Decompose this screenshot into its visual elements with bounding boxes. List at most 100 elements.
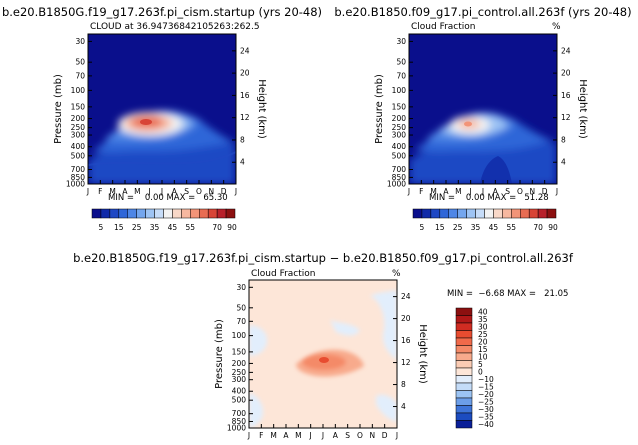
x-tick-label: J [160, 187, 163, 196]
colorbar-swatch [455, 345, 473, 354]
y-tick-label: 850 [232, 417, 247, 426]
x-tick-label: F [419, 187, 423, 196]
contour-line-low [88, 151, 236, 166]
y-tick-label: 70 [236, 317, 246, 326]
x-tick-label: F [98, 187, 102, 196]
colorbar-swatch [421, 208, 432, 219]
contour-negative [249, 325, 268, 356]
y2-tick-label: 24 [401, 292, 411, 301]
panel-cism-startup: b.e20.B1850G.f19_g17.263f.pi_cism.startu… [2, 5, 322, 232]
colorbar-swatch [163, 208, 173, 219]
y-tick-label: 150 [232, 347, 247, 356]
colorbar-swatch [181, 208, 191, 219]
colorbar-label: 90 [227, 223, 237, 232]
y-tick-label: 400 [71, 142, 86, 151]
x-tick-label: S [184, 187, 189, 196]
colorbar-swatch [493, 208, 503, 219]
contour-field [88, 34, 236, 184]
colorbar-swatch [455, 322, 473, 331]
y-tick-label: 700 [392, 165, 407, 174]
y2-tick-label: 12 [561, 113, 571, 122]
y2-tick-label: 20 [401, 314, 411, 323]
colorbar-swatch [546, 208, 557, 219]
colorbar-label: −20 [478, 390, 494, 399]
contour-dip [480, 156, 512, 184]
x-tick-label: N [530, 187, 536, 196]
colorbar-swatch [225, 208, 236, 219]
y-tick-label: 300 [71, 131, 86, 140]
colorbar-label: 5 [99, 223, 104, 232]
y-tick-label: 100 [232, 331, 247, 340]
colorbar-swatch [455, 375, 473, 384]
x-tick-label: S [345, 431, 350, 440]
x-tick-label: S [505, 187, 510, 196]
colorbar-label: 15 [114, 223, 124, 232]
y-tick-label: 30 [396, 37, 406, 46]
y2-tick-label: 24 [561, 46, 571, 55]
y2-tick-label: 16 [401, 336, 411, 345]
min-max-label: MIN = 0.00 MAX = 65.30 [108, 193, 228, 203]
unit-label: % [552, 22, 561, 32]
x-tick-label: M [109, 187, 115, 196]
colorbar-swatch [457, 208, 467, 219]
colorbar-label: 25 [132, 223, 142, 232]
colorbar-label: 70 [212, 223, 222, 232]
y-axis-label: Pressure (mb) [214, 319, 225, 389]
colorbar-swatch [455, 405, 473, 414]
colorbar-swatch [455, 420, 473, 429]
colorbar-label: 5 [478, 360, 483, 369]
colorbar-label: 10 [478, 352, 488, 361]
colorbar-label: 15 [478, 345, 488, 354]
colorbar-swatch [537, 208, 548, 219]
colorbar-swatch [520, 208, 530, 219]
x-tick-label: N [370, 431, 376, 440]
y2-tick-label: 8 [240, 135, 245, 144]
panel-title: b.e20.B1850G.f19_g17.263f.pi_cism.startu… [73, 251, 574, 265]
colorbar-swatch [448, 208, 458, 219]
colorbar-label: 0 [478, 367, 483, 376]
colorbar-swatch [484, 208, 494, 219]
y-tick-label: 150 [392, 102, 407, 111]
colorbar-swatch [207, 208, 218, 219]
y-tick-label: 30 [236, 283, 246, 292]
y2-tick-label: 16 [561, 91, 571, 100]
x-tick-label: D [382, 431, 388, 440]
y2-tick-label: 4 [561, 158, 566, 167]
colorbar-label: 90 [548, 223, 558, 232]
axes: J F M A M J J A S O N D J305070100150200250300400500… [66, 37, 250, 196]
axes: J F M A M J J A S O N D J305070100150200250300400500… [227, 283, 411, 440]
colorbar: 5 15 25 35 45 55 70 90 [91, 208, 237, 232]
axes: J F M A M J J A S O N D J305070100150200250300400500… [387, 37, 571, 196]
x-tick-label: J [407, 187, 410, 196]
contour-negative [376, 394, 397, 422]
min-max-label: MIN = −6.68 MAX = 21.05 [447, 289, 568, 299]
colorbar-swatch [91, 208, 102, 219]
y-tick-label: 200 [71, 114, 86, 123]
panel-difference: b.e20.B1850G.f19_g17.263f.pi_cism.startu… [73, 251, 574, 440]
colorbar-swatch [455, 412, 473, 421]
colorbar-swatch [455, 330, 473, 339]
x-tick-label: M [270, 431, 276, 440]
colorbar-swatch [455, 315, 473, 324]
y-tick-label: 150 [71, 102, 86, 111]
y-tick-label: 50 [75, 58, 85, 67]
y2-tick-label: 20 [240, 69, 250, 78]
colorbar-label: 45 [168, 223, 178, 232]
min-max-label: MIN = 0.00 MAX = 51.28 [429, 193, 549, 203]
unit-label: % [392, 269, 401, 279]
x-tick-label: O [517, 187, 523, 196]
y-tick-label: 250 [392, 123, 407, 132]
y-axis-label: Pressure (mb) [374, 74, 385, 144]
panel-title: b.e20.B1850.f09_g17.pi_control.all.263f … [334, 5, 631, 19]
y2-axis-label: Height (km) [577, 79, 588, 139]
colorbar-label: 15 [435, 223, 445, 232]
colorbar: 5 15 25 35 45 55 70 90 [412, 208, 558, 232]
colorbar-swatch [455, 337, 473, 346]
colorbar-swatch [109, 208, 120, 219]
y-tick-label: 100 [71, 86, 86, 95]
colorbar-label: −15 [478, 382, 494, 391]
x-tick-label: J [309, 431, 312, 440]
colorbar-swatch [475, 208, 485, 219]
colorbar-label: −10 [478, 375, 494, 384]
